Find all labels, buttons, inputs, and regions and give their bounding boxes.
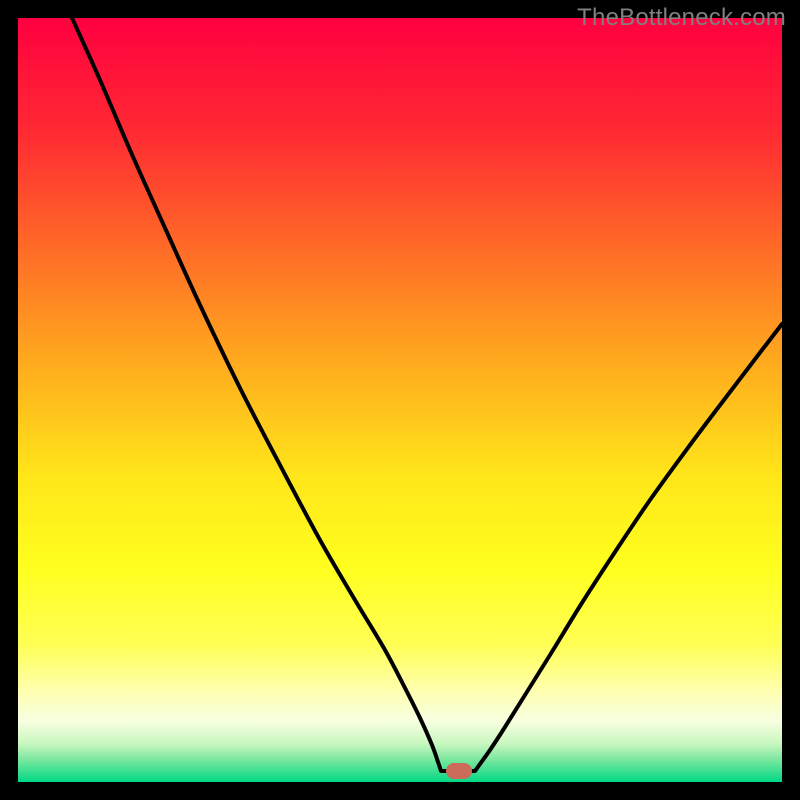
chart-container: { "canvas": { "width": 800, "height": 80… bbox=[0, 0, 800, 800]
chart-border bbox=[0, 0, 800, 800]
border-rect bbox=[9, 9, 791, 791]
watermark-text: TheBottleneck.com bbox=[577, 4, 786, 32]
